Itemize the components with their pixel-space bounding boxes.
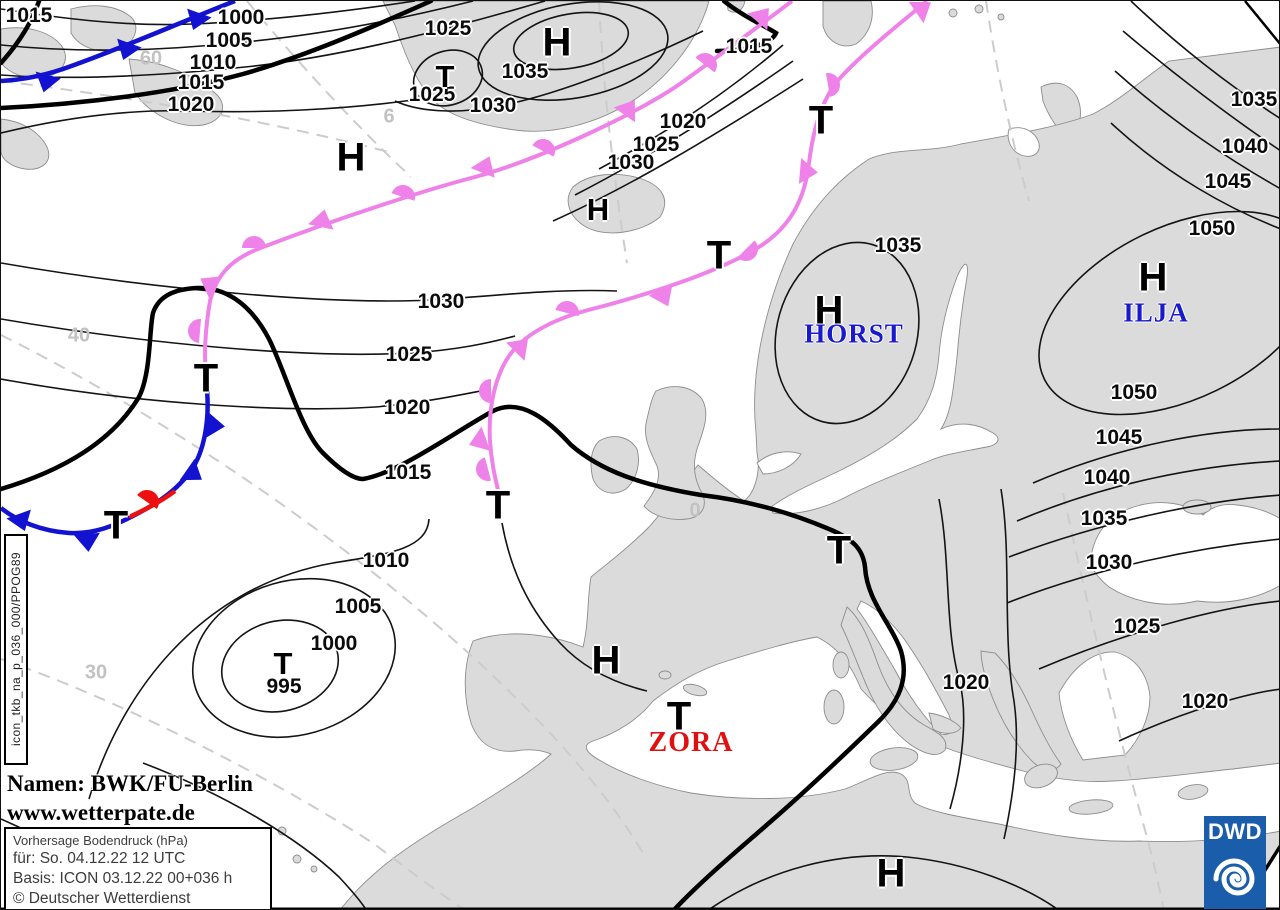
italy-heel <box>928 712 962 734</box>
occluded-front-marker <box>695 53 717 73</box>
occluded-front-marker <box>613 100 636 123</box>
product-code-box: icon_tkb_na_p_036_000/PPOG89 <box>4 534 28 765</box>
canary-islet <box>292 854 302 864</box>
great-britain <box>643 386 707 520</box>
warm-front-segment <box>128 489 177 520</box>
warm-front-marker <box>137 490 159 509</box>
occluded-front-marker <box>798 157 818 184</box>
occluded-front-marker <box>648 284 673 307</box>
balearic-island <box>658 670 672 680</box>
cold-front-marker <box>6 509 31 531</box>
occluded-front-marker <box>470 156 495 178</box>
corsica <box>832 651 850 679</box>
cold-front-northwest <box>1 1 236 93</box>
cold-front-atlantic <box>1 380 225 552</box>
occluded-front-marker <box>908 1 931 24</box>
main-1015-isobar <box>1 285 906 909</box>
website-label: www.wetterpate.de <box>7 800 195 825</box>
occluded-front-marker <box>506 338 529 361</box>
svalbard <box>822 1 873 47</box>
forecast-model-basis: Basis: ICON 03.12.22 00+036 h <box>13 870 233 887</box>
dwd-logo: DWD <box>1204 816 1266 909</box>
arctic-island <box>1 118 50 170</box>
italy <box>840 606 947 755</box>
thick-isobars <box>1 1 906 909</box>
cold-front-marker <box>35 71 61 93</box>
occluded-front-north <box>188 1 794 379</box>
forecast-info-box: Vorhersage Bodendruck (hPa) für: So. 04.… <box>4 827 272 909</box>
occluded-front-marker <box>242 236 266 248</box>
aegean-sea <box>1058 651 1151 761</box>
occluded-front-marker <box>825 73 840 97</box>
forecast-title: Vorhersage Bodendruck (hPa) <box>13 833 188 848</box>
occluded-front-marker <box>469 426 491 451</box>
sicily <box>869 747 919 771</box>
cold-front-marker <box>179 458 202 481</box>
occluded-front-marker <box>747 7 769 31</box>
greenland <box>382 1 710 132</box>
copyright-label: © Deutscher Wetterdienst <box>13 890 191 907</box>
occluded-front-marker <box>479 379 491 403</box>
occluded-front-marker <box>391 185 415 201</box>
occluded-front-marker <box>200 276 223 299</box>
crimea <box>1182 499 1212 515</box>
forecast-valid-time: für: So. 04.12.22 12 UTC <box>13 850 186 867</box>
iceland <box>567 173 665 234</box>
balearic-island <box>682 683 708 697</box>
occluded-front-marker <box>476 457 492 481</box>
europe-africa-mainland <box>340 46 1279 909</box>
franz-josef-islet <box>997 13 1005 21</box>
baltic-sea <box>770 263 999 515</box>
occluded-front-marker <box>308 209 334 230</box>
skagerrak <box>756 451 802 475</box>
map-author-title: Namen: BWK/FU-Berlin <box>7 771 253 796</box>
cyprus <box>1177 784 1209 800</box>
peloponnese <box>1024 763 1058 789</box>
occluded-front-central <box>469 1 931 505</box>
occluded-front-marker <box>555 301 579 317</box>
cold-front-marker <box>187 8 212 30</box>
occluded-front-marker <box>532 139 555 157</box>
dwd-spiral-icon <box>1213 858 1255 896</box>
dwd-logo-text: DWD <box>1207 819 1263 844</box>
crete <box>1068 799 1114 815</box>
cold-front-marker <box>73 532 100 552</box>
occluded-front-marker <box>737 240 758 261</box>
sardinia <box>823 689 845 725</box>
franz-josef-islet <box>948 8 958 18</box>
cold-front-marker <box>117 38 142 60</box>
franz-josef-islet <box>974 4 984 14</box>
cold-front-marker <box>205 411 225 438</box>
occluded-front-marker <box>188 319 202 343</box>
canary-islet <box>310 865 318 873</box>
mediterranean-sea <box>585 636 1279 842</box>
product-code: icon_tkb_na_p_036_000/PPOG89 <box>9 552 23 747</box>
